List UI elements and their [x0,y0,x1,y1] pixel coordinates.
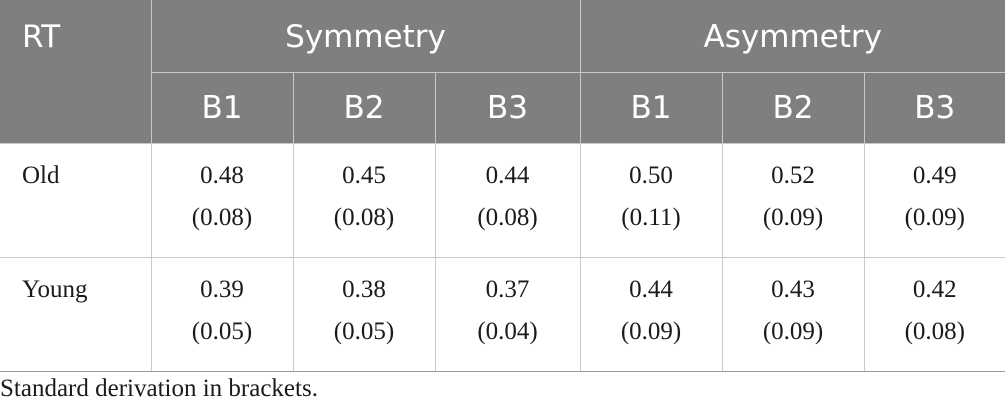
table-row: Old 0.48 (0.08) 0.45 (0.08) 0.44 (0.08) 0.5… [0,143,1005,258]
table-cell: 0.52 (0.09) [721,143,865,258]
table-cell: 0.43 (0.09) [721,257,865,372]
mean-value: 0.42 [912,276,957,303]
row-label: Old [0,143,152,258]
rt-table: RT Symmetry Asymmetry B1 B2 B3 B1 B2 B3 … [0,0,1005,372]
group-header-symmetry: Symmetry [150,0,581,73]
mean-value: 0.48 [200,162,244,189]
mean-value: 0.50 [629,162,673,189]
cell-value: 0.50 (0.11) [581,144,722,239]
group-header-asymmetry: Asymmetry [579,0,1005,73]
sd-value: (0.09) [762,318,824,345]
sd-value: (0.08) [333,204,395,231]
corner-label: RT [0,0,152,144]
sd-value: (0.05) [191,318,253,345]
table-body: Old 0.48 (0.08) 0.45 (0.08) 0.44 (0.08) 0.5… [0,143,1005,372]
row-label-text: Old [22,162,60,189]
table-cell: 0.42 (0.08) [863,257,1005,372]
row-label-text: Young [22,276,88,303]
table-footnote: Standard derivation in brackets. [0,375,318,402]
mean-value: 0.37 [485,276,530,303]
sd-value: (0.08) [904,318,965,345]
table-cell: 0.45 (0.08) [292,143,436,258]
table-cell: 0.48 (0.08) [150,143,294,258]
mean-value: 0.43 [771,276,815,303]
sd-value: (0.08) [477,204,538,231]
cell-value: 0.38 (0.05) [294,258,435,353]
cell-value: 0.39 (0.05) [152,258,293,353]
sd-value: (0.08) [191,204,253,231]
mean-value: 0.49 [912,162,957,189]
cell-value: 0.37 (0.04) [436,258,580,353]
subheader-asymmetry-b1: B1 [579,72,723,144]
table-cell: 0.37 (0.04) [434,257,581,372]
mean-value: 0.44 [629,276,673,303]
cell-value: 0.49 (0.09) [865,144,1005,239]
header-row-blocks: B1 B2 B3 B1 B2 B3 [0,72,1005,144]
mean-value: 0.39 [200,276,244,303]
table-row: Young 0.39 (0.05) 0.38 (0.05) 0.37 (0.04) 0… [0,257,1005,372]
subheader-symmetry-b2: B2 [292,72,436,144]
table-header: RT Symmetry Asymmetry B1 B2 B3 B1 B2 B3 [0,0,1005,144]
cell-value: 0.48 (0.08) [152,144,293,239]
table-cell: 0.44 (0.09) [579,257,723,372]
subheader-asymmetry-b3: B3 [863,72,1005,144]
sd-value: (0.04) [477,318,538,345]
sd-value: (0.05) [333,318,395,345]
sd-value: (0.09) [620,318,682,345]
cell-value: 0.42 (0.08) [865,258,1005,353]
table-cell: 0.50 (0.11) [579,143,723,258]
table-cell: 0.44 (0.08) [434,143,581,258]
table-cell: 0.38 (0.05) [292,257,436,372]
mean-value: 0.52 [771,162,815,189]
header-row-groups: RT Symmetry Asymmetry [0,0,1005,144]
cell-value: 0.44 (0.08) [436,144,580,239]
subheader-symmetry-b1: B1 [150,72,294,144]
subheader-asymmetry-b2: B2 [721,72,865,144]
table-cell: 0.39 (0.05) [150,257,294,372]
sd-value: (0.09) [762,204,824,231]
sd-value: (0.09) [904,204,965,231]
mean-value: 0.38 [342,276,386,303]
subheader-symmetry-b3: B3 [434,72,581,144]
row-label: Young [0,257,152,372]
cell-value: 0.45 (0.08) [294,144,435,239]
cell-value: 0.52 (0.09) [723,144,864,239]
sd-value: (0.11) [621,204,681,231]
cell-value: 0.44 (0.09) [581,258,722,353]
mean-value: 0.44 [485,162,530,189]
mean-value: 0.45 [342,162,386,189]
cell-value: 0.43 (0.09) [723,258,864,353]
table-cell: 0.49 (0.09) [863,143,1005,258]
